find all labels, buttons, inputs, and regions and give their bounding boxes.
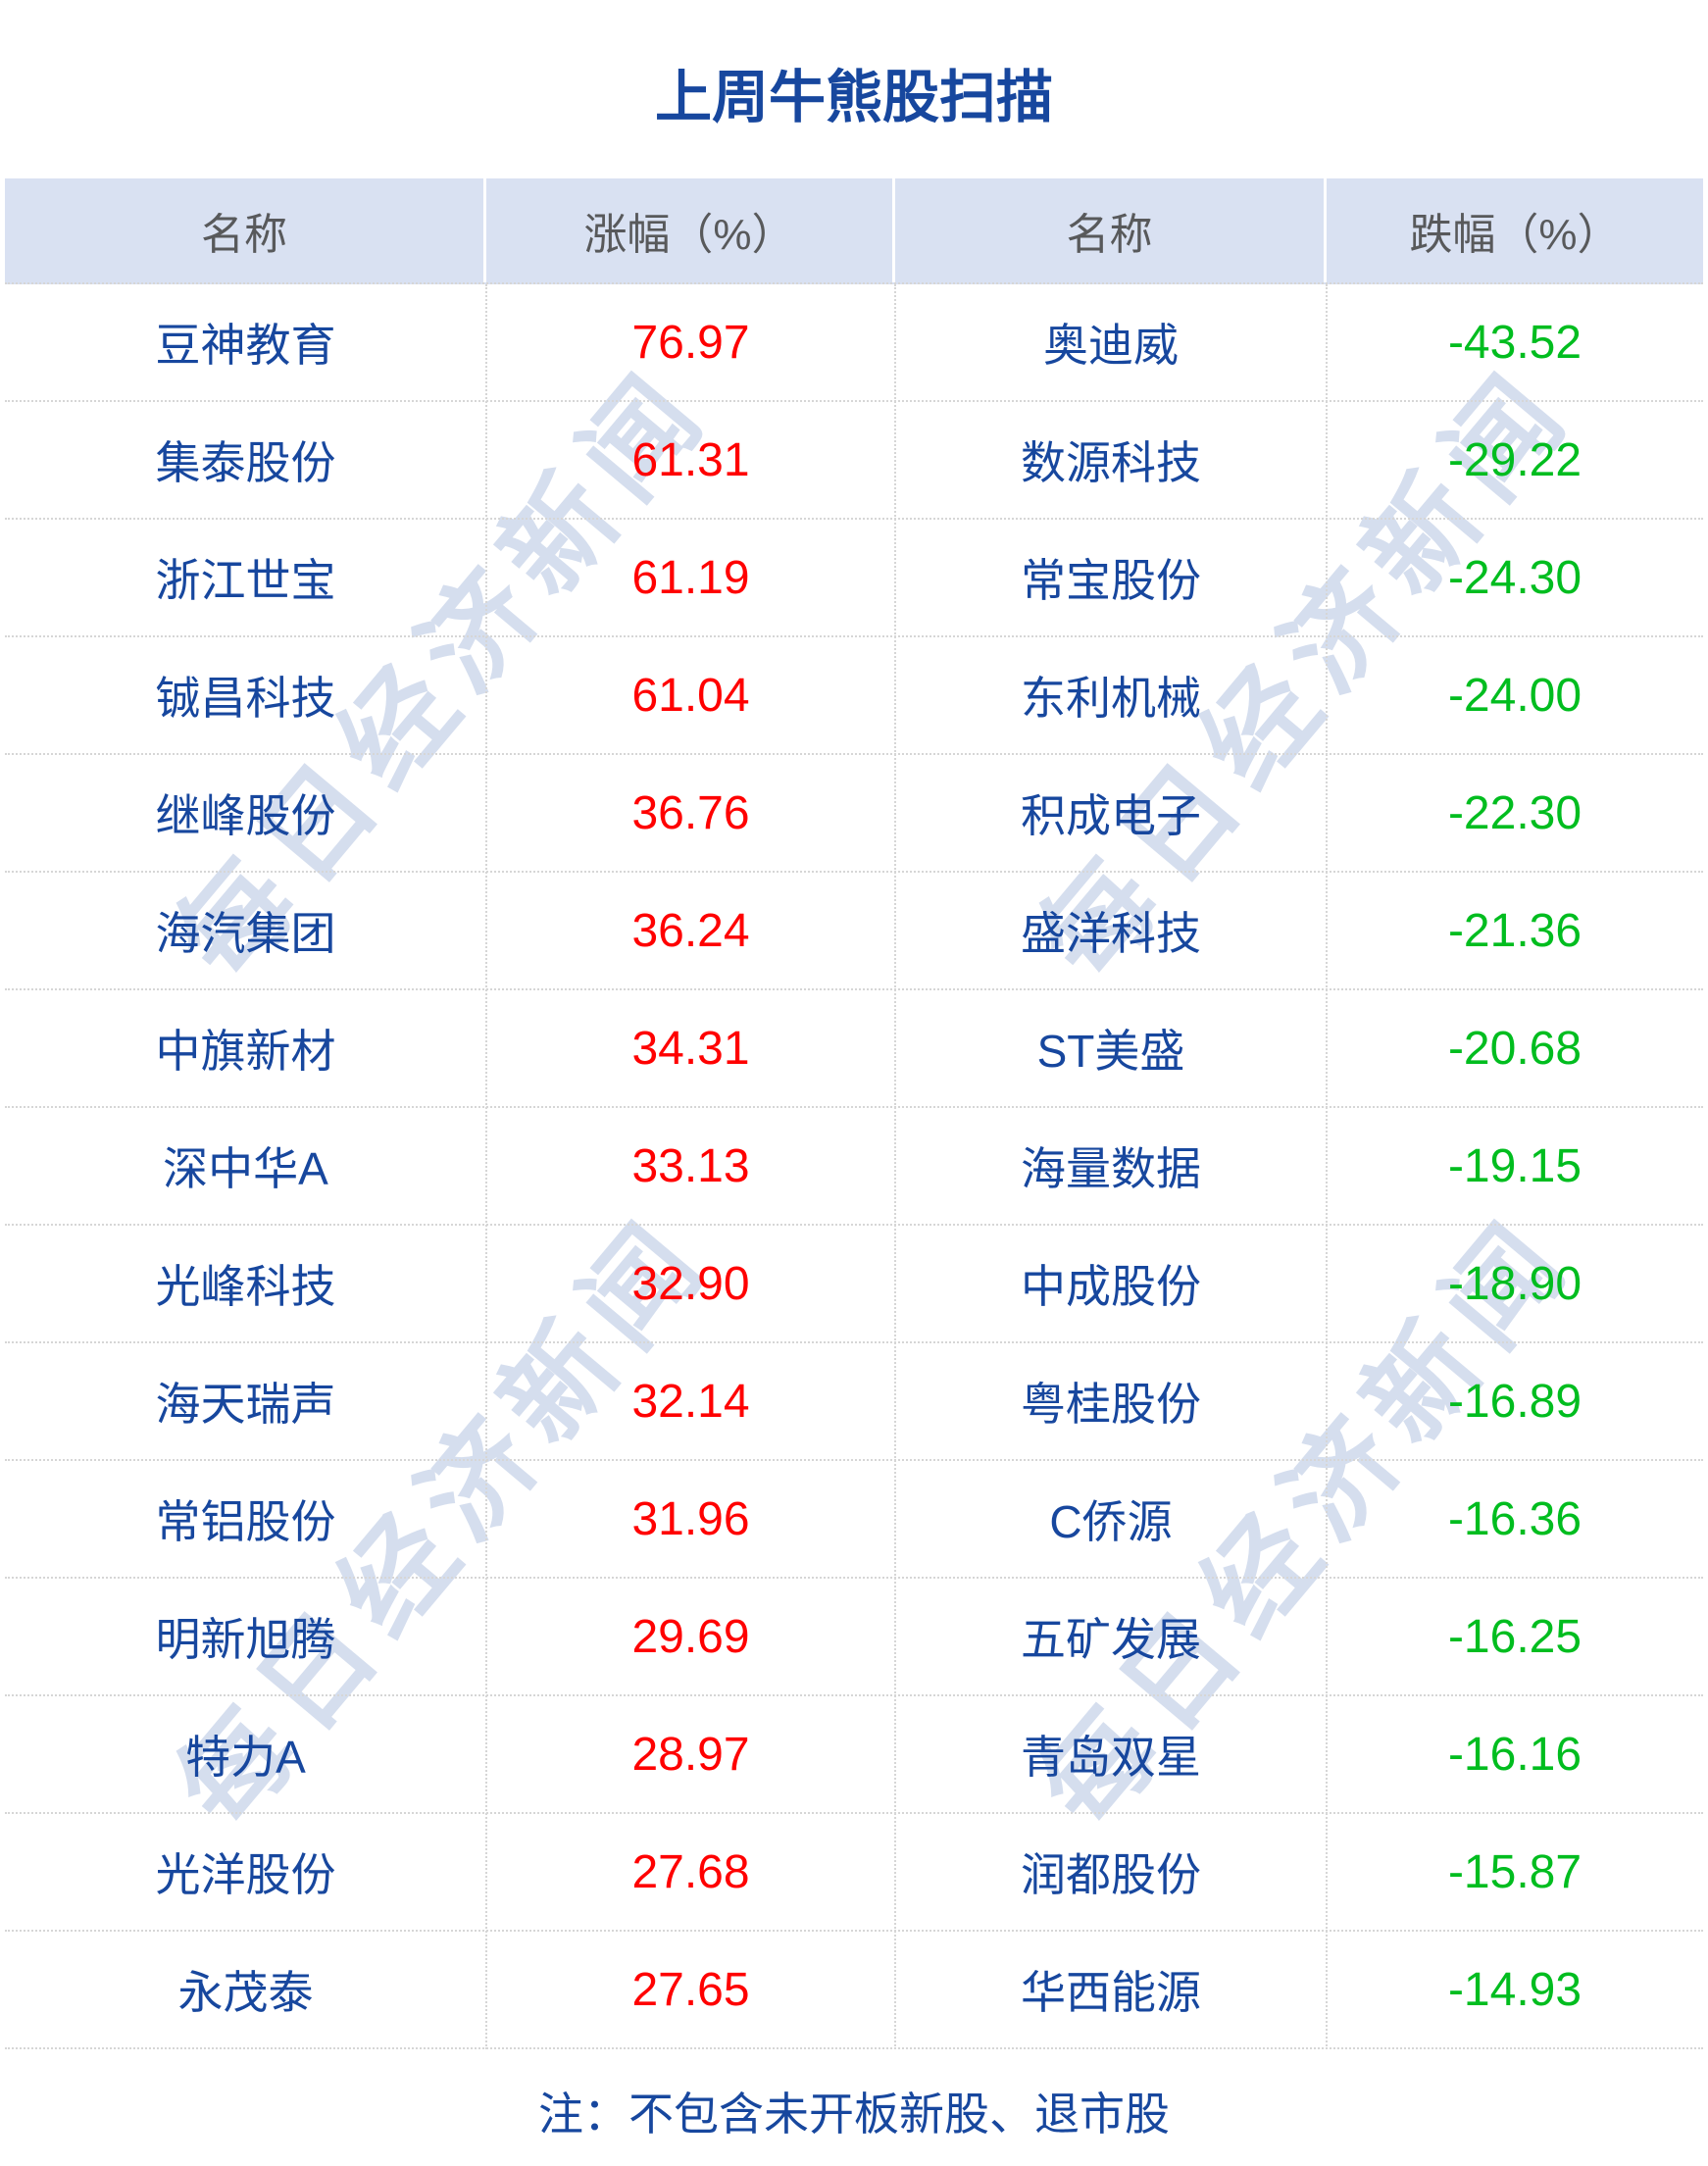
loss-value: -21.36 bbox=[1447, 904, 1582, 957]
table-row: 特力A 28.97 青岛双星 -16.16 bbox=[5, 1696, 1703, 1814]
footnote: 注：不包含未开板新股、退市股 bbox=[538, 2089, 1170, 2140]
loss-value: -29.22 bbox=[1447, 433, 1582, 486]
table-row: 永茂泰 27.65 华西能源 -14.93 bbox=[5, 1932, 1703, 2049]
gain-value: 27.65 bbox=[631, 1963, 750, 2016]
stock-name-gainer: 集泰股份 bbox=[155, 437, 336, 488]
table-row: 铖昌科技 61.04 东利机械 -24.00 bbox=[5, 637, 1703, 755]
gain-value: 61.19 bbox=[631, 551, 750, 604]
table-row: 明新旭腾 29.69 五矿发展 -16.25 bbox=[5, 1579, 1703, 1696]
stock-name-gainer: 光洋股份 bbox=[155, 1849, 336, 1900]
loss-value: -15.87 bbox=[1447, 1845, 1582, 1898]
gain-value: 36.24 bbox=[631, 904, 750, 957]
stock-name-loser: ST美盛 bbox=[1036, 1026, 1185, 1077]
stock-name-loser: C侨源 bbox=[1049, 1496, 1173, 1547]
gain-value: 61.04 bbox=[631, 669, 750, 722]
stock-name-loser: 积成电子 bbox=[1021, 790, 1201, 841]
stock-name-gainer: 浙江世宝 bbox=[155, 555, 336, 606]
table-row: 深中华A 33.13 海量数据 -19.15 bbox=[5, 1108, 1703, 1226]
stock-name-loser: 润都股份 bbox=[1021, 1849, 1201, 1900]
gain-value: 36.76 bbox=[631, 786, 750, 839]
stock-name-loser: 奥迪威 bbox=[1043, 320, 1179, 371]
gain-value: 29.69 bbox=[631, 1610, 750, 1663]
header-name-gainers: 名称 bbox=[5, 178, 486, 282]
gain-value: 32.14 bbox=[631, 1375, 750, 1428]
loss-value: -16.89 bbox=[1447, 1375, 1582, 1428]
table-row: 继峰股份 36.76 积成电子 -22.30 bbox=[5, 755, 1703, 873]
header-name-losers: 名称 bbox=[895, 178, 1327, 282]
stock-name-gainer: 光峰科技 bbox=[155, 1261, 336, 1312]
stock-name-gainer: 继峰股份 bbox=[155, 790, 336, 841]
loss-value: -20.68 bbox=[1447, 1022, 1582, 1075]
table-row: 集泰股份 61.31 数源科技 -29.22 bbox=[5, 402, 1703, 520]
loss-value: -16.36 bbox=[1447, 1492, 1582, 1545]
stock-name-gainer: 永茂泰 bbox=[177, 1967, 314, 2018]
table-row: 豆神教育 76.97 奥迪威 -43.52 bbox=[5, 284, 1703, 402]
loss-value: -16.16 bbox=[1447, 1728, 1582, 1781]
gain-value: 61.31 bbox=[631, 433, 750, 486]
gain-value: 32.90 bbox=[631, 1257, 750, 1310]
stock-name-gainer: 海汽集团 bbox=[155, 908, 336, 959]
table-row: 常铝股份 31.96 C侨源 -16.36 bbox=[5, 1461, 1703, 1579]
stock-name-loser: 中成股份 bbox=[1021, 1261, 1201, 1312]
loss-value: -16.25 bbox=[1447, 1610, 1582, 1663]
table-row: 浙江世宝 61.19 常宝股份 -24.30 bbox=[5, 520, 1703, 637]
stock-name-gainer: 海天瑞声 bbox=[155, 1379, 336, 1430]
stock-name-gainer: 中旗新材 bbox=[155, 1026, 336, 1077]
gain-value: 31.96 bbox=[631, 1492, 750, 1545]
table-row: 海天瑞声 32.14 粤桂股份 -16.89 bbox=[5, 1343, 1703, 1461]
stock-name-loser: 东利机械 bbox=[1021, 673, 1201, 724]
stock-name-gainer: 常铝股份 bbox=[155, 1496, 336, 1547]
loss-value: -18.90 bbox=[1447, 1257, 1582, 1310]
bull-bear-table: 名称 涨幅（%） 名称 跌幅（%） 豆神教育 76.97 奥迪威 -43.52 集泰股份… bbox=[5, 178, 1703, 2049]
stock-name-loser: 盛洋科技 bbox=[1021, 908, 1201, 959]
table-row: 中旗新材 34.31 ST美盛 -20.68 bbox=[5, 990, 1703, 1108]
loss-value: -14.93 bbox=[1447, 1963, 1582, 2016]
gain-value: 76.97 bbox=[631, 316, 750, 369]
gain-value: 27.68 bbox=[631, 1845, 750, 1898]
header-gain-percent: 涨幅（%） bbox=[486, 178, 895, 282]
stock-name-gainer: 铖昌科技 bbox=[155, 673, 336, 724]
table-row: 海汽集团 36.24 盛洋科技 -21.36 bbox=[5, 873, 1703, 990]
gain-value: 34.31 bbox=[631, 1022, 750, 1075]
header-loss-percent: 跌幅（%） bbox=[1409, 211, 1621, 259]
stock-name-loser: 数源科技 bbox=[1021, 437, 1201, 488]
loss-value: -19.15 bbox=[1447, 1139, 1582, 1192]
stock-name-loser: 五矿发展 bbox=[1021, 1614, 1201, 1665]
loss-value: -43.52 bbox=[1447, 316, 1582, 369]
loss-value: -24.30 bbox=[1447, 551, 1582, 604]
stock-name-loser: 粤桂股份 bbox=[1021, 1379, 1201, 1430]
loss-value: -22.30 bbox=[1447, 786, 1582, 839]
stock-name-loser: 常宝股份 bbox=[1021, 555, 1201, 606]
gain-value: 28.97 bbox=[631, 1728, 750, 1781]
table-body: 豆神教育 76.97 奥迪威 -43.52 集泰股份 61.31 数源科技 -29.22 浙江世… bbox=[5, 284, 1703, 2049]
stock-name-loser: 青岛双星 bbox=[1021, 1732, 1201, 1783]
stock-name-loser: 海量数据 bbox=[1021, 1143, 1201, 1194]
stock-name-gainer: 明新旭腾 bbox=[155, 1614, 336, 1665]
table-row: 光峰科技 32.90 中成股份 -18.90 bbox=[5, 1226, 1703, 1343]
table-header-row: 名称 涨幅（%） 名称 跌幅（%） bbox=[5, 178, 1703, 284]
gain-value: 33.13 bbox=[631, 1139, 750, 1192]
stock-name-gainer: 豆神教育 bbox=[155, 320, 336, 371]
stock-name-gainer: 深中华A bbox=[163, 1143, 328, 1194]
stock-name-loser: 华西能源 bbox=[1021, 1967, 1201, 2018]
page-title: 上周牛熊股扫描 bbox=[654, 66, 1053, 129]
table-row: 光洋股份 27.68 润都股份 -15.87 bbox=[5, 1814, 1703, 1932]
loss-value: -24.00 bbox=[1447, 669, 1582, 722]
stock-name-gainer: 特力A bbox=[185, 1732, 306, 1783]
